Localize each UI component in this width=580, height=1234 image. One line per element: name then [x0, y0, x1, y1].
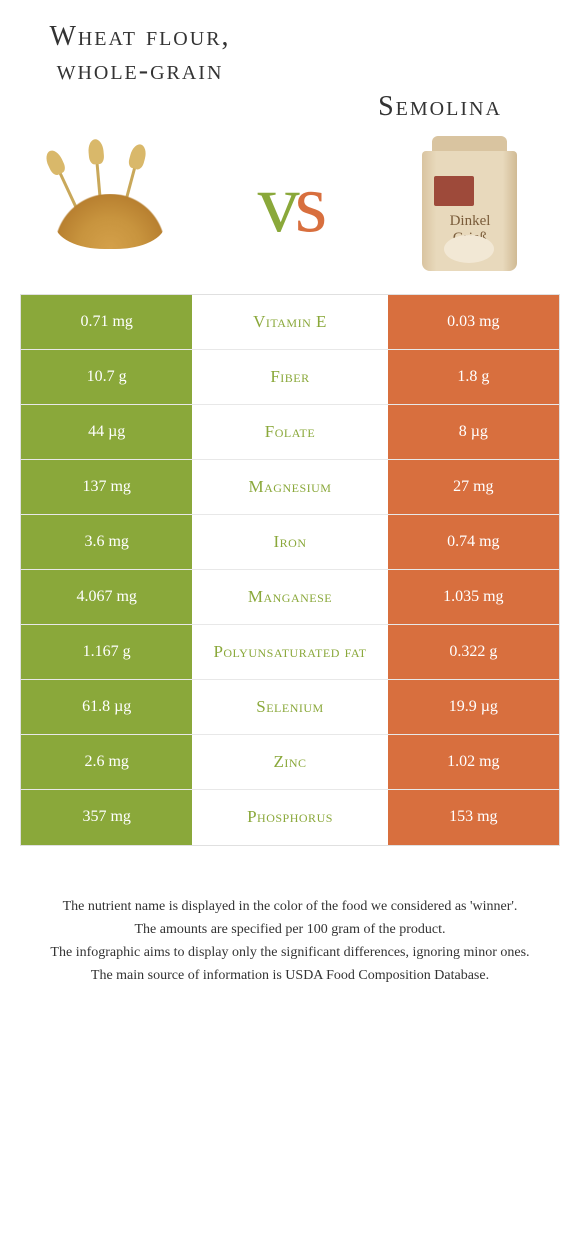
- footer-notes: The nutrient name is displayed in the co…: [0, 846, 580, 986]
- vs-v: v: [258, 157, 295, 250]
- left-value: 0.71 mg: [21, 295, 192, 349]
- semolina-image: Dinkel Grieß: [395, 144, 545, 264]
- left-value: 61.8 µg: [21, 680, 192, 734]
- table-row: 137 mgMagnesium27 mg: [21, 460, 559, 515]
- nutrient-name: Iron: [192, 515, 387, 569]
- right-value: 27 mg: [388, 460, 559, 514]
- left-food-title: Wheat flour, whole-grain: [40, 20, 240, 87]
- nutrient-name: Zinc: [192, 735, 387, 789]
- left-value: 4.067 mg: [21, 570, 192, 624]
- table-row: 10.7 gFiber1.8 g: [21, 350, 559, 405]
- right-value: 1.035 mg: [388, 570, 559, 624]
- right-value: 1.8 g: [388, 350, 559, 404]
- table-row: 2.6 mgZinc1.02 mg: [21, 735, 559, 790]
- wheat-image: [35, 144, 185, 264]
- table-row: 0.71 mgVitamin E0.03 mg: [21, 295, 559, 350]
- nutrient-name: Phosphorus: [192, 790, 387, 845]
- left-value: 10.7 g: [21, 350, 192, 404]
- right-value: 8 µg: [388, 405, 559, 459]
- table-row: 357 mgPhosphorus153 mg: [21, 790, 559, 845]
- nutrient-name: Folate: [192, 405, 387, 459]
- vs-label: vs: [258, 155, 323, 252]
- footer-line: The infographic aims to display only the…: [30, 942, 550, 963]
- right-value: 0.03 mg: [388, 295, 559, 349]
- table-row: 44 µgFolate8 µg: [21, 405, 559, 460]
- vs-s: s: [295, 157, 323, 250]
- left-value: 2.6 mg: [21, 735, 192, 789]
- footer-line: The main source of information is USDA F…: [30, 965, 550, 986]
- left-value: 137 mg: [21, 460, 192, 514]
- footer-line: The nutrient name is displayed in the co…: [30, 896, 550, 917]
- right-value: 19.9 µg: [388, 680, 559, 734]
- right-value: 153 mg: [388, 790, 559, 845]
- footer-line: The amounts are specified per 100 gram o…: [30, 919, 550, 940]
- table-row: 3.6 mgIron0.74 mg: [21, 515, 559, 570]
- nutrient-name: Manganese: [192, 570, 387, 624]
- left-value: 44 µg: [21, 405, 192, 459]
- images-row: vs Dinkel Grieß: [0, 124, 580, 294]
- table-row: 1.167 gPolyunsaturated fat0.322 g: [21, 625, 559, 680]
- header-titles: Wheat flour, whole-grain Semolina: [0, 0, 580, 124]
- right-value: 1.02 mg: [388, 735, 559, 789]
- right-food-title: Semolina: [340, 20, 540, 124]
- nutrient-name: Polyunsaturated fat: [192, 625, 387, 679]
- table-row: 61.8 µgSelenium19.9 µg: [21, 680, 559, 735]
- nutrient-name: Selenium: [192, 680, 387, 734]
- nutrient-name: Vitamin E: [192, 295, 387, 349]
- nutrient-table: 0.71 mgVitamin E0.03 mg10.7 gFiber1.8 g4…: [20, 294, 560, 846]
- left-value: 3.6 mg: [21, 515, 192, 569]
- right-value: 0.322 g: [388, 625, 559, 679]
- right-value: 0.74 mg: [388, 515, 559, 569]
- table-row: 4.067 mgManganese1.035 mg: [21, 570, 559, 625]
- left-value: 357 mg: [21, 790, 192, 845]
- left-value: 1.167 g: [21, 625, 192, 679]
- nutrient-name: Fiber: [192, 350, 387, 404]
- nutrient-name: Magnesium: [192, 460, 387, 514]
